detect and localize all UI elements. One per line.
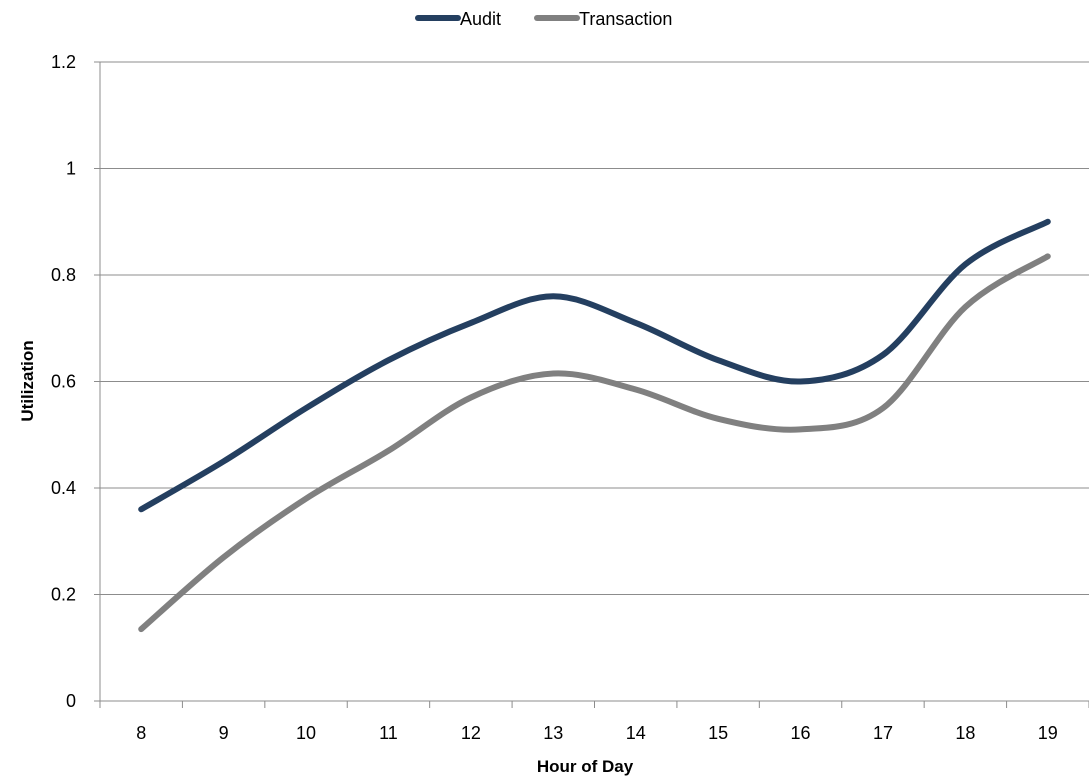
y-tick-label: 0: [66, 691, 76, 711]
x-axis-title: Hour of Day: [537, 757, 634, 776]
x-tick-labels: 8 9 10 11 12 13 14 15 16 17 18 19: [136, 723, 1058, 743]
y-tick-label: 0.6: [51, 372, 76, 392]
series-line-audit: [138, 218, 1051, 513]
y-axis-title: Utilization: [18, 340, 37, 421]
series-line-transaction: [138, 253, 1051, 633]
gridlines: [100, 61, 1089, 595]
x-tick-label: 16: [791, 723, 811, 743]
x-tick-label: 11: [379, 723, 398, 743]
legend: Audit Transaction: [415, 9, 672, 29]
y-tick-labels: 0 0.2 0.4 0.6 0.8 1 1.2: [51, 52, 76, 711]
x-tick-label: 13: [543, 723, 563, 743]
x-tick-label: 9: [219, 723, 229, 743]
series-lines: [138, 218, 1051, 633]
x-tick-label: 18: [955, 723, 975, 743]
y-tick-label: 1: [66, 159, 76, 179]
x-tick-label: 17: [873, 723, 893, 743]
y-tick-label: 0.2: [51, 585, 76, 605]
legend-label-audit: Audit: [460, 9, 501, 29]
y-tick-label: 0.4: [51, 478, 76, 498]
y-tick-label: 0.8: [51, 265, 76, 285]
x-tick-label: 14: [626, 723, 646, 743]
y-tick-label: 1.2: [51, 52, 76, 72]
x-tick-label: 19: [1038, 723, 1058, 743]
axes: [94, 61, 1089, 708]
x-tick-label: 10: [296, 723, 316, 743]
x-tick-label: 15: [708, 723, 728, 743]
legend-label-transaction: Transaction: [579, 9, 672, 29]
x-tick-label: 12: [461, 723, 481, 743]
x-tick-label: 8: [136, 723, 146, 743]
